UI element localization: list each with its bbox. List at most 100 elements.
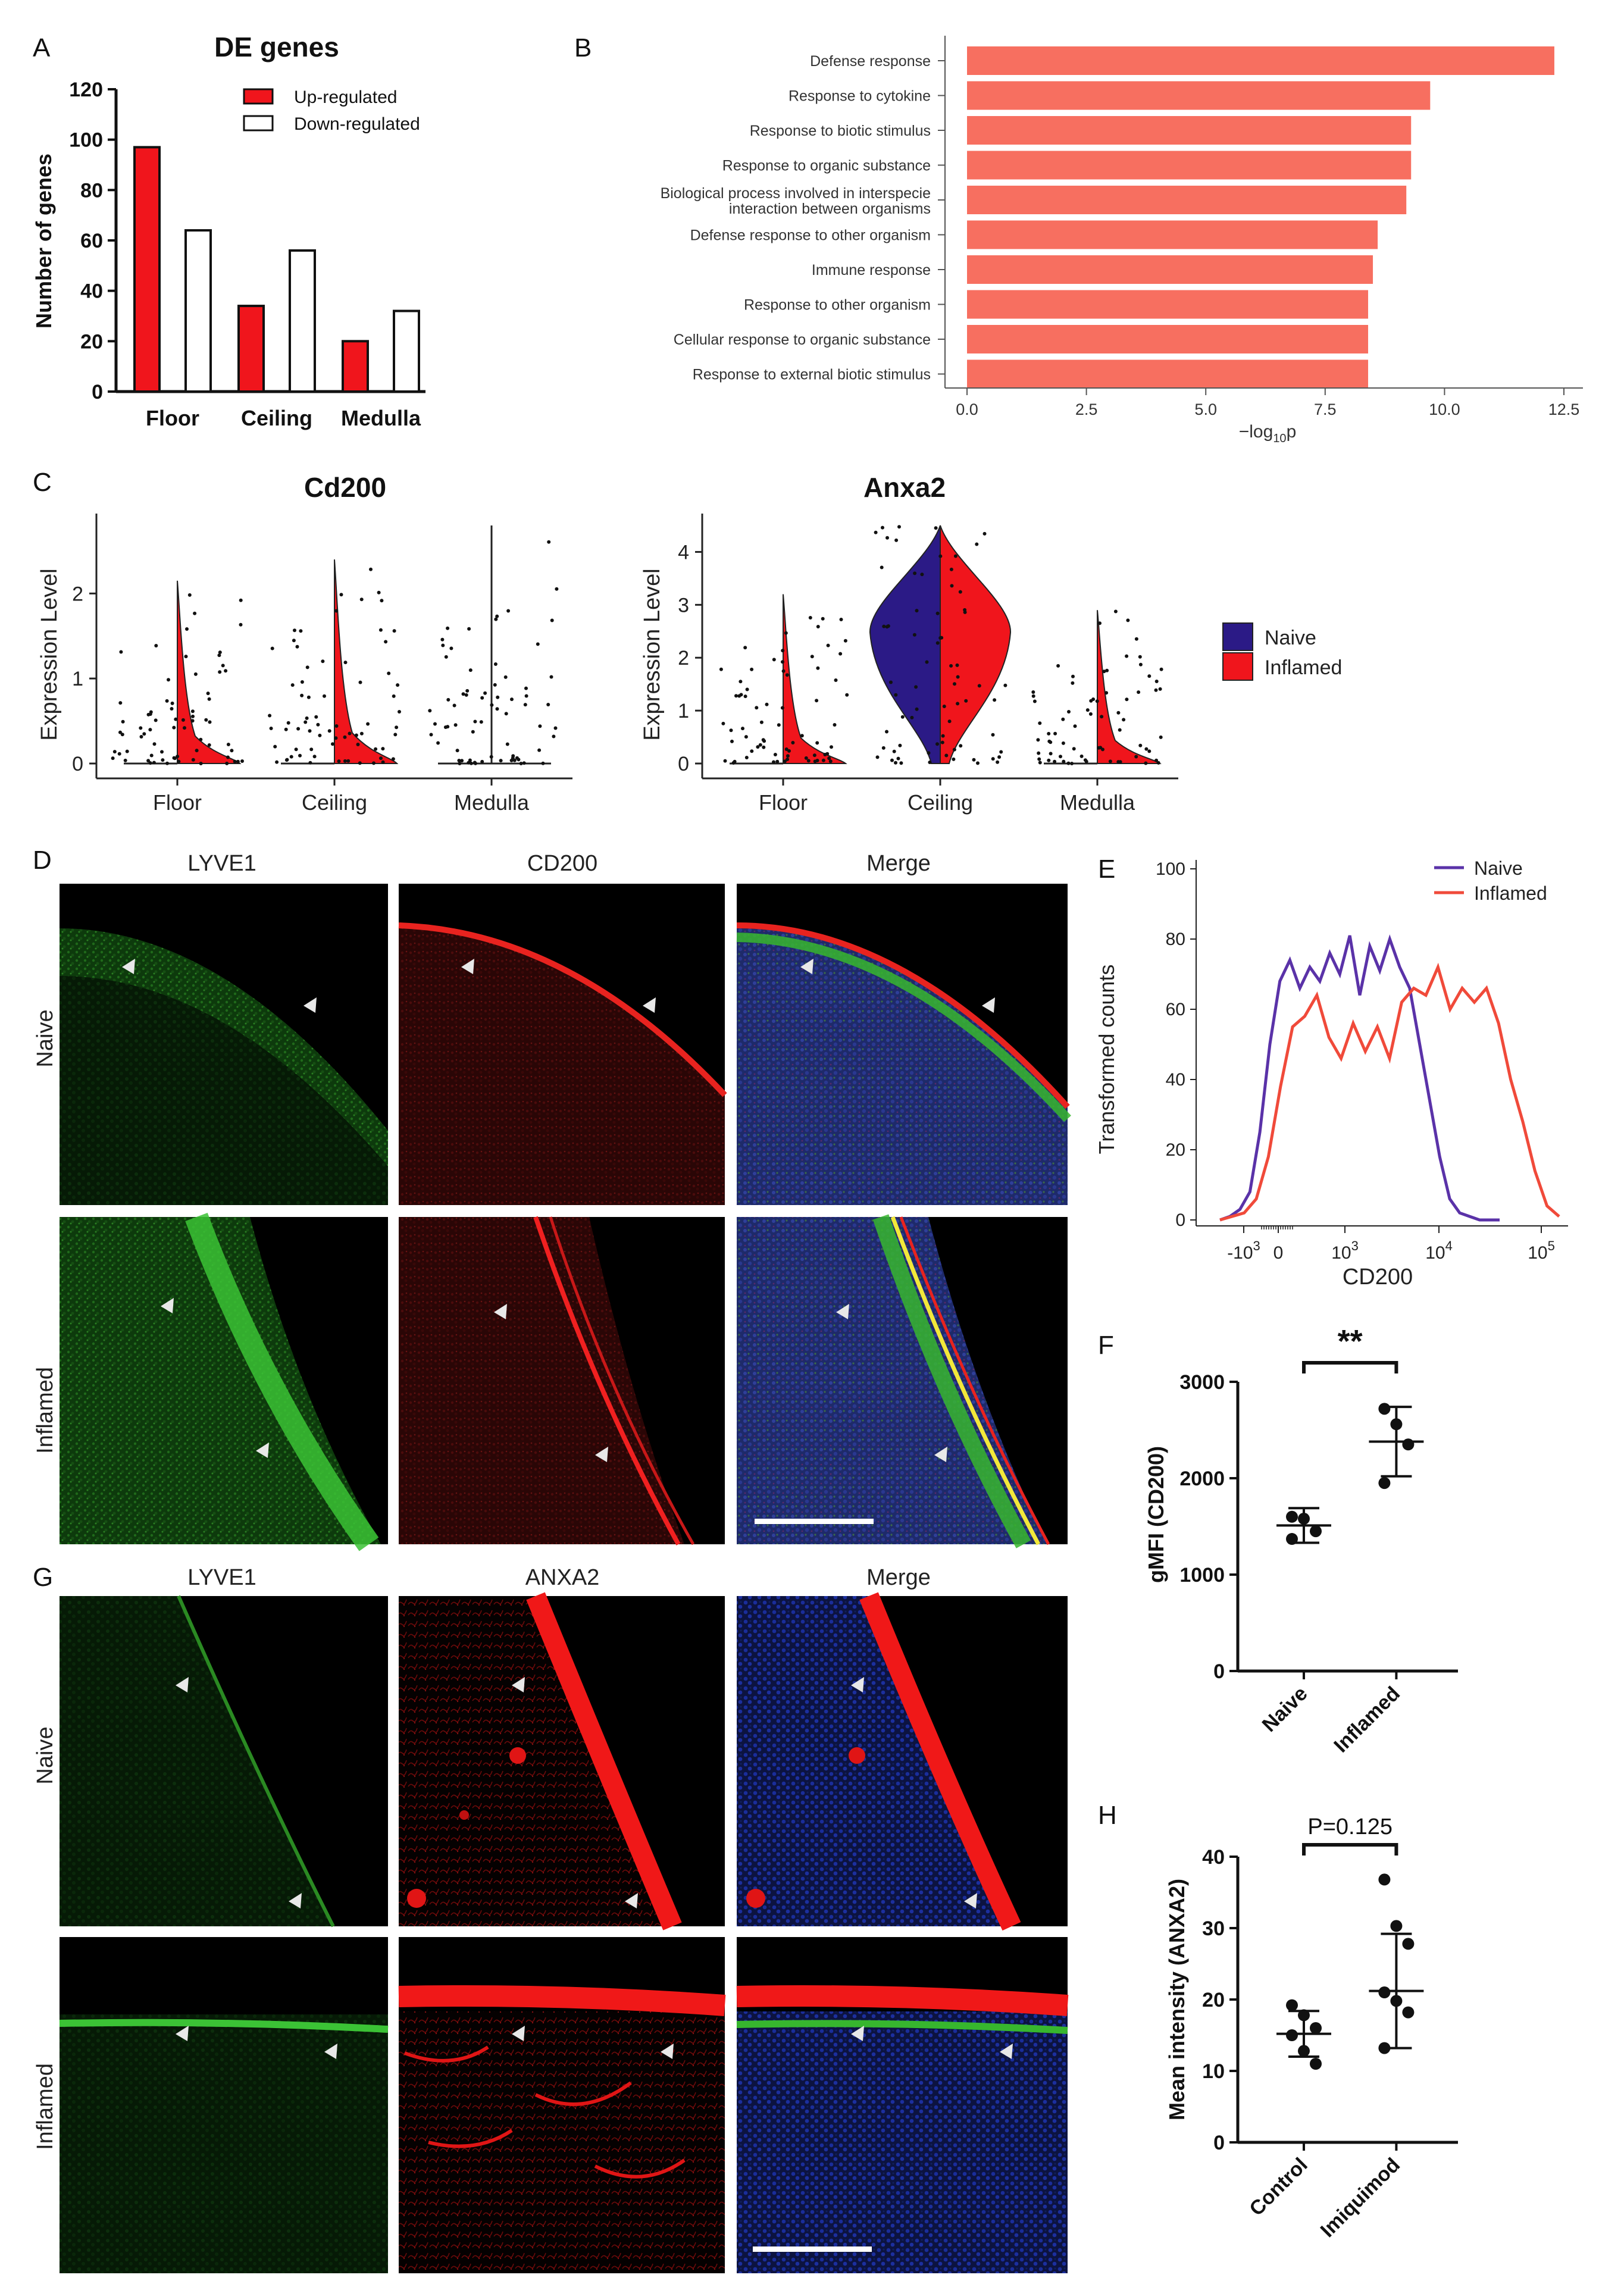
c-point [273,744,277,749]
c-point [199,762,203,765]
c-point [993,698,997,702]
c-point [1122,718,1126,722]
c-point [925,660,929,664]
c-point [1088,712,1093,716]
panel-label-b: B [574,33,592,62]
c-point [896,756,900,761]
c-violin-naive [869,525,941,764]
c-point [142,732,146,736]
c-point [743,646,747,650]
c-point [483,691,487,695]
c-point [505,742,509,746]
c-point [118,730,122,734]
dot-ytick-label: 40 [1202,1846,1225,1869]
e-ytick-label: 0 [1175,1210,1185,1230]
c-point [741,727,744,731]
chart-c-ylabel-cd200: Expression Level [37,568,62,740]
c-point [331,742,334,746]
g-row-naive: Naive [33,1726,58,1784]
c-point [306,695,311,699]
c-point [1118,760,1122,764]
c-point [380,599,384,603]
dot-point [1402,2006,1415,2019]
c-point [806,759,811,763]
c-point [915,707,919,711]
chart-f-ylabel: gMFI (CD200) [1144,1446,1168,1583]
c-point [511,754,515,758]
c-point [808,616,812,619]
c-point [366,722,370,726]
c-point [784,631,788,635]
c-point [290,683,295,687]
c-point [161,758,165,762]
b-bar [967,255,1373,284]
c-point [183,726,186,730]
dot-point [1390,1418,1403,1431]
g-row-inflamed: Inflamed [33,2063,58,2150]
c-point [177,759,181,764]
c-point [176,755,180,759]
c-point [997,755,1002,759]
c-point [772,760,775,764]
c-point [452,703,456,708]
dot-ytick-label: 1000 [1179,1564,1225,1587]
c-point [522,761,526,765]
e-ytick-label: 40 [1166,1070,1185,1090]
c-point [480,696,484,700]
c-point [1062,759,1066,764]
a-bar-up [133,146,161,393]
c-point [268,714,272,718]
c-point [392,694,396,698]
c-point [318,733,322,737]
c-point [1098,621,1102,625]
c-point [471,730,475,734]
c-point [955,663,959,667]
c-point [467,627,471,631]
dot-point [1378,1403,1391,1415]
c-point [915,609,919,613]
a-bar-up [237,305,265,393]
c-point [756,745,760,749]
legend-naive-label: Naive [1265,627,1316,649]
a-ytick-label: 80 [80,179,103,202]
c-ytick-label: 0 [678,753,689,775]
c-point [149,710,153,714]
c-point [230,749,234,753]
dot-point [1310,1525,1322,1538]
c-point [495,707,499,711]
a-ytick-label: 60 [80,230,103,252]
c-point [1138,662,1143,667]
c-violin-inflamed [177,580,242,764]
e-ytick-label: 100 [1156,859,1185,879]
a-bar-down [289,249,316,393]
c-point [1047,731,1051,736]
c-point [894,761,897,765]
c-point [843,639,847,643]
g-col-lyve1: LYVE1 [187,1565,256,1590]
c-point [810,655,814,659]
c-point [393,733,398,737]
c-point [547,540,551,544]
c-point [309,747,314,752]
c-point [874,530,878,534]
b-bar [967,151,1412,180]
chart-c-title-anxa2: Anxa2 [863,472,946,503]
c-point [148,728,152,732]
b-category-label: Biological process involved in interspec… [661,185,931,202]
c-point [1031,694,1035,698]
c-point [270,646,274,650]
c-point [449,646,453,650]
panel-e-histogram: Transformed counts CD200 0 20 40 60 80 100 -10… [1094,858,1568,1290]
c-point [465,689,470,693]
c-point [881,746,885,750]
c-point [139,726,143,730]
c-point [358,761,362,765]
c-point [293,628,296,633]
chart-h-ylabel: Mean intensity (ANXA2) [1165,1879,1189,2120]
c-point [772,658,776,662]
dot-point [1286,2029,1298,2041]
a-category-label: Floor [146,406,199,430]
c-point [125,749,129,753]
chart-a-axes: 0 20 40 60 80 100 120 Floor Ceiling Medulla [69,79,425,430]
c-point [1154,680,1159,683]
